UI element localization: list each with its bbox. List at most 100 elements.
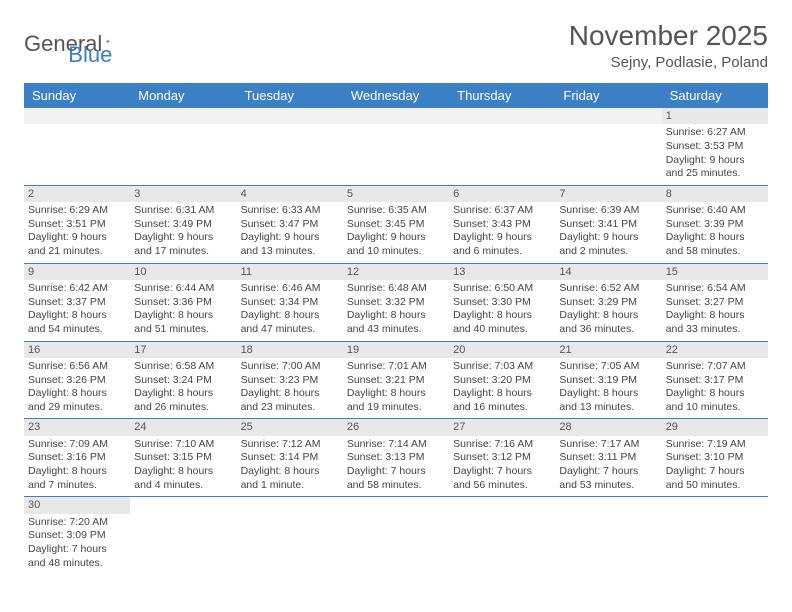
sunrise-text: Sunrise: 7:17 AM xyxy=(559,438,657,452)
sunset-text: Sunset: 3:45 PM xyxy=(347,218,445,232)
daylight-text: Daylight: 8 hours and 54 minutes. xyxy=(28,309,126,336)
calendar-cell: 16Sunrise: 6:56 AMSunset: 3:26 PMDayligh… xyxy=(24,342,130,419)
day-number: 8 xyxy=(662,186,768,202)
calendar-cell: 20Sunrise: 7:03 AMSunset: 3:20 PMDayligh… xyxy=(449,342,555,419)
calendar-week: 16Sunrise: 6:56 AMSunset: 3:26 PMDayligh… xyxy=(24,342,768,420)
calendar-cell-blank xyxy=(237,108,343,185)
daylight-text: Daylight: 8 hours and 16 minutes. xyxy=(453,387,551,414)
sunrise-text: Sunrise: 7:00 AM xyxy=(241,360,339,374)
sunset-text: Sunset: 3:20 PM xyxy=(453,374,551,388)
sunset-text: Sunset: 3:51 PM xyxy=(28,218,126,232)
sunset-text: Sunset: 3:24 PM xyxy=(134,374,232,388)
day-header-cell: Monday xyxy=(130,83,236,108)
sunset-text: Sunset: 3:37 PM xyxy=(28,296,126,310)
sunset-text: Sunset: 3:27 PM xyxy=(666,296,764,310)
day-number-blank xyxy=(130,108,236,124)
day-number-blank xyxy=(237,108,343,124)
sunset-text: Sunset: 3:32 PM xyxy=(347,296,445,310)
day-number: 6 xyxy=(449,186,555,202)
sunrise-text: Sunrise: 7:05 AM xyxy=(559,360,657,374)
sunrise-text: Sunrise: 7:10 AM xyxy=(134,438,232,452)
sunset-text: Sunset: 3:19 PM xyxy=(559,374,657,388)
day-header-cell: Saturday xyxy=(662,83,768,108)
calendar-body: 1Sunrise: 6:27 AMSunset: 3:53 PMDaylight… xyxy=(24,108,768,574)
daylight-text: Daylight: 8 hours and 23 minutes. xyxy=(241,387,339,414)
sunset-text: Sunset: 3:36 PM xyxy=(134,296,232,310)
sunrise-text: Sunrise: 7:16 AM xyxy=(453,438,551,452)
calendar-cell: 13Sunrise: 6:50 AMSunset: 3:30 PMDayligh… xyxy=(449,264,555,341)
logo: General Blue xyxy=(24,20,112,68)
calendar-cell: 22Sunrise: 7:07 AMSunset: 3:17 PMDayligh… xyxy=(662,342,768,419)
daylight-text: Daylight: 9 hours and 21 minutes. xyxy=(28,231,126,258)
day-number: 2 xyxy=(24,186,130,202)
daylight-text: Daylight: 8 hours and 47 minutes. xyxy=(241,309,339,336)
day-number: 24 xyxy=(130,419,236,435)
day-number: 25 xyxy=(237,419,343,435)
sunrise-text: Sunrise: 6:44 AM xyxy=(134,282,232,296)
daylight-text: Daylight: 9 hours and 13 minutes. xyxy=(241,231,339,258)
sunset-text: Sunset: 3:53 PM xyxy=(666,140,764,154)
daylight-text: Daylight: 8 hours and 33 minutes. xyxy=(666,309,764,336)
calendar-cell: 2Sunrise: 6:29 AMSunset: 3:51 PMDaylight… xyxy=(24,186,130,263)
sunset-text: Sunset: 3:21 PM xyxy=(347,374,445,388)
calendar-cell: 14Sunrise: 6:52 AMSunset: 3:29 PMDayligh… xyxy=(555,264,661,341)
sunrise-text: Sunrise: 6:48 AM xyxy=(347,282,445,296)
calendar-cell-blank xyxy=(343,497,449,574)
sunrise-text: Sunrise: 7:09 AM xyxy=(28,438,126,452)
calendar-cell: 18Sunrise: 7:00 AMSunset: 3:23 PMDayligh… xyxy=(237,342,343,419)
sunrise-text: Sunrise: 6:50 AM xyxy=(453,282,551,296)
sunrise-text: Sunrise: 6:58 AM xyxy=(134,360,232,374)
day-header-row: SundayMondayTuesdayWednesdayThursdayFrid… xyxy=(24,83,768,108)
calendar-cell: 4Sunrise: 6:33 AMSunset: 3:47 PMDaylight… xyxy=(237,186,343,263)
sunrise-text: Sunrise: 7:07 AM xyxy=(666,360,764,374)
calendar-cell-blank xyxy=(555,108,661,185)
sunset-text: Sunset: 3:41 PM xyxy=(559,218,657,232)
day-number: 22 xyxy=(662,342,768,358)
day-number: 19 xyxy=(343,342,449,358)
day-header-cell: Friday xyxy=(555,83,661,108)
day-number: 9 xyxy=(24,264,130,280)
day-number: 3 xyxy=(130,186,236,202)
calendar-cell: 15 Sunrise: 6:54 AMSunset: 3:27 PMDayligh… xyxy=(662,264,768,341)
sunrise-text: Sunrise: 7:01 AM xyxy=(347,360,445,374)
daylight-text: Daylight: 8 hours and 29 minutes. xyxy=(28,387,126,414)
sunset-text: Sunset: 3:10 PM xyxy=(666,451,764,465)
day-number: 5 xyxy=(343,186,449,202)
day-header-cell: Thursday xyxy=(449,83,555,108)
sunset-text: Sunset: 3:47 PM xyxy=(241,218,339,232)
calendar-cell: 30Sunrise: 7:20 AMSunset: 3:09 PMDayligh… xyxy=(24,497,130,574)
daylight-text: Daylight: 7 hours and 50 minutes. xyxy=(666,465,764,492)
daylight-text: Daylight: 8 hours and 13 minutes. xyxy=(559,387,657,414)
calendar-cell: 29Sunrise: 7:19 AMSunset: 3:10 PMDayligh… xyxy=(662,419,768,496)
title-block: November 2025 Sejny, Podlasie, Poland xyxy=(569,20,768,71)
daylight-text: Daylight: 7 hours and 58 minutes. xyxy=(347,465,445,492)
sunset-text: Sunset: 3:09 PM xyxy=(28,529,126,543)
calendar-cell-blank xyxy=(24,108,130,185)
daylight-text: Daylight: 8 hours and 51 minutes. xyxy=(134,309,232,336)
daylight-text: Daylight: 8 hours and 26 minutes. xyxy=(134,387,232,414)
daylight-text: Daylight: 7 hours and 48 minutes. xyxy=(28,543,126,570)
sunset-text: Sunset: 3:11 PM xyxy=(559,451,657,465)
sunrise-text: Sunrise: 6:54 AM xyxy=(666,282,764,296)
sunset-text: Sunset: 3:16 PM xyxy=(28,451,126,465)
daylight-text: Daylight: 9 hours and 25 minutes. xyxy=(666,154,764,181)
daylight-text: Daylight: 8 hours and 58 minutes. xyxy=(666,231,764,258)
calendar-cell-blank xyxy=(555,497,661,574)
day-number: 11 xyxy=(237,264,343,280)
sunrise-text: Sunrise: 6:52 AM xyxy=(559,282,657,296)
day-number: 7 xyxy=(555,186,661,202)
location: Sejny, Podlasie, Poland xyxy=(569,54,768,71)
sunrise-text: Sunrise: 6:46 AM xyxy=(241,282,339,296)
sunrise-text: Sunrise: 7:12 AM xyxy=(241,438,339,452)
day-number: 28 xyxy=(555,419,661,435)
calendar-cell: 9Sunrise: 6:42 AMSunset: 3:37 PMDaylight… xyxy=(24,264,130,341)
calendar-cell: 19Sunrise: 7:01 AMSunset: 3:21 PMDayligh… xyxy=(343,342,449,419)
day-header-cell: Sunday xyxy=(24,83,130,108)
logo-text-2: Blue xyxy=(68,42,112,68)
calendar-week: 1Sunrise: 6:27 AMSunset: 3:53 PMDaylight… xyxy=(24,108,768,186)
sunrise-text: Sunrise: 6:35 AM xyxy=(347,204,445,218)
calendar-cell: 11Sunrise: 6:46 AMSunset: 3:34 PMDayligh… xyxy=(237,264,343,341)
day-number: 15 xyxy=(662,264,768,280)
day-number-blank xyxy=(449,108,555,124)
daylight-text: Daylight: 8 hours and 40 minutes. xyxy=(453,309,551,336)
